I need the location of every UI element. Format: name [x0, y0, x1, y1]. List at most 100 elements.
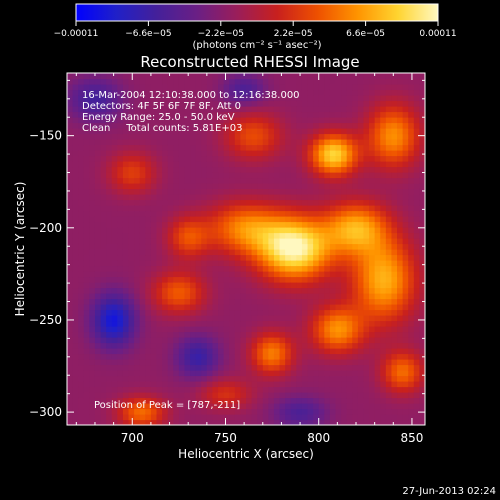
heatmap-cell [134, 331, 141, 338]
heatmap-cell [167, 408, 174, 415]
heatmap-cell [72, 359, 79, 366]
heatmap-cell [223, 100, 230, 107]
heatmap-cell [240, 414, 247, 421]
heatmap-cell [173, 194, 180, 201]
heatmap-cell [419, 122, 425, 129]
heatmap-cell [117, 353, 124, 360]
heatmap-cell [257, 89, 264, 96]
heatmap-cell [313, 353, 320, 360]
heatmap-cell [89, 326, 96, 333]
heatmap-cell [273, 359, 281, 366]
heatmap-cell [184, 73, 191, 80]
heatmap-cell [89, 359, 96, 366]
heatmap-cell [313, 287, 320, 294]
heatmap-cell [83, 282, 90, 289]
heatmap-cell [173, 78, 180, 85]
heatmap-cell [117, 287, 124, 294]
heatmap-cell [117, 122, 124, 129]
heatmap-cell [167, 293, 174, 300]
heatmap-cell [318, 304, 325, 311]
heatmap-cell [145, 150, 152, 157]
heatmap-cell [324, 414, 331, 421]
heatmap-cell [318, 370, 325, 377]
heatmap-cell [273, 287, 281, 294]
heatmap-cell [173, 122, 180, 129]
heatmap-cell [150, 89, 158, 96]
heatmap-cell [397, 172, 404, 179]
heatmap-cell [128, 100, 135, 107]
heatmap-cell [83, 331, 90, 338]
heatmap-cell [100, 161, 107, 168]
heatmap-cell [257, 331, 264, 338]
heatmap-cell [89, 370, 96, 377]
heatmap-cell [285, 397, 292, 404]
heatmap-cell [106, 265, 113, 272]
heatmap-cell [156, 353, 163, 360]
heatmap-cell [201, 386, 208, 393]
heatmap-cell [173, 359, 180, 366]
heatmap-cell [413, 128, 420, 135]
heatmap-cell [413, 238, 420, 245]
heatmap-cell [385, 177, 393, 184]
heatmap-cell [139, 403, 146, 410]
heatmap-cell [100, 265, 107, 272]
heatmap-cell [329, 183, 337, 190]
heatmap-cell [329, 150, 337, 157]
heatmap-cell [380, 260, 387, 267]
heatmap-cell [89, 117, 96, 124]
heatmap-cell [301, 260, 309, 267]
heatmap-cell [78, 188, 85, 195]
heatmap-cell [139, 194, 146, 201]
heatmap-cell [83, 249, 90, 256]
heatmap-cell [206, 216, 214, 223]
heatmap-cell [413, 386, 420, 393]
heatmap-cell [223, 155, 230, 162]
heatmap-cell [167, 199, 174, 206]
heatmap-cell [106, 122, 113, 129]
heatmap-cell [139, 100, 146, 107]
heatmap-cell [402, 249, 409, 256]
heatmap-cell [301, 150, 309, 157]
heatmap-cell [195, 331, 202, 338]
heatmap-cell [145, 133, 152, 140]
heatmap-cell [285, 166, 292, 173]
heatmap-cell [134, 117, 141, 124]
heatmap-cell [218, 249, 225, 256]
heatmap-cell [285, 199, 292, 206]
heatmap-cell [195, 419, 202, 425]
heatmap-cell [162, 155, 169, 162]
heatmap-cell [363, 188, 370, 195]
heatmap-cell [212, 172, 219, 179]
heatmap-cell [341, 282, 348, 289]
heatmap-cell [324, 254, 331, 261]
heatmap-cell [195, 265, 202, 272]
heatmap-cell [212, 386, 219, 393]
heatmap-cell [290, 155, 297, 162]
heatmap-cell [329, 381, 337, 388]
heatmap-cell [223, 392, 230, 399]
heatmap-cell [156, 139, 163, 146]
heatmap-cell [341, 260, 348, 267]
heatmap-cell [94, 331, 102, 338]
heatmap-cell [111, 188, 118, 195]
heatmap-cell [257, 337, 264, 344]
heatmap-cell [273, 216, 281, 223]
heatmap-cell [346, 117, 353, 124]
heatmap-cell [122, 205, 130, 212]
heatmap-cell [357, 320, 365, 327]
heatmap-cell [240, 133, 247, 140]
heatmap-cell [184, 320, 191, 327]
heatmap-cell [234, 95, 241, 102]
heatmap-cell [67, 188, 74, 195]
heatmap-cell [212, 117, 219, 124]
heatmap-cell [329, 221, 337, 228]
heatmap-cell [139, 122, 146, 129]
heatmap-cell [391, 117, 398, 124]
heatmap-cell [408, 287, 415, 294]
heatmap-cell [178, 309, 186, 316]
heatmap-cell [223, 78, 230, 85]
heatmap-cell [111, 128, 118, 135]
heatmap-cell [223, 298, 230, 305]
heatmap-cell [240, 221, 247, 228]
heatmap-cell [313, 100, 320, 107]
